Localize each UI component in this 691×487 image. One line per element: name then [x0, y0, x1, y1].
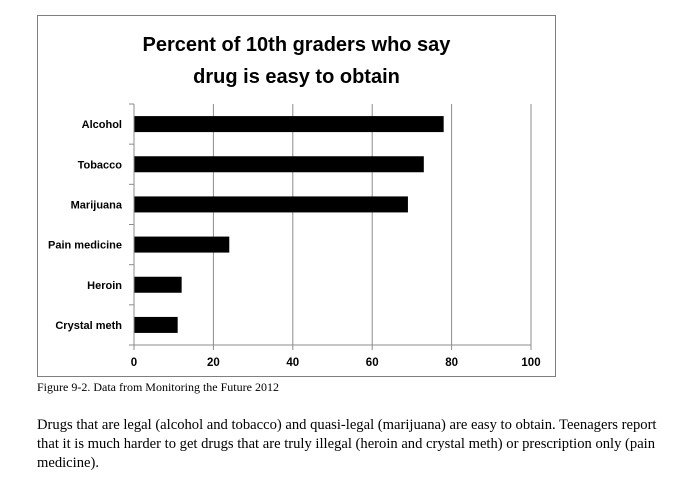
x-tick-label-40: 40 — [286, 357, 299, 369]
x-tick-label-80: 80 — [445, 357, 458, 369]
chart-title-line-1: Percent of 10th graders who say — [142, 34, 451, 56]
bar-pain-medicine — [134, 236, 230, 253]
figure-caption: Figure 9-2. Data from Monitoring the Fut… — [37, 380, 279, 394]
bar-crystal-meth — [134, 316, 178, 333]
category-label-alcohol: Alcohol — [82, 119, 122, 131]
body-paragraph: Drugs that are legal (alcohol and tobacc… — [37, 417, 657, 471]
category-label-pain-medicine: Pain medicine — [48, 240, 122, 252]
category-label-marijuana: Marijuana — [71, 199, 123, 211]
chart-title-line-2: drug is easy to obtain — [193, 66, 400, 88]
category-label-crystal-meth: Crystal meth — [55, 320, 122, 332]
category-label-heroin: Heroin — [87, 280, 122, 292]
chart-title: Percent of 10th graders who say drug is … — [37, 29, 556, 93]
bar-heroin — [134, 276, 182, 293]
x-tick-label-20: 20 — [207, 357, 220, 369]
x-tick-label-0: 0 — [131, 357, 137, 369]
x-tick-label-60: 60 — [366, 357, 379, 369]
bar-marijuana — [134, 196, 408, 213]
chart-frame — [37, 15, 556, 377]
category-label-tobacco: Tobacco — [78, 159, 123, 171]
x-tick-label-100: 100 — [521, 357, 540, 369]
bar-tobacco — [134, 156, 424, 173]
bar-alcohol — [134, 116, 444, 133]
